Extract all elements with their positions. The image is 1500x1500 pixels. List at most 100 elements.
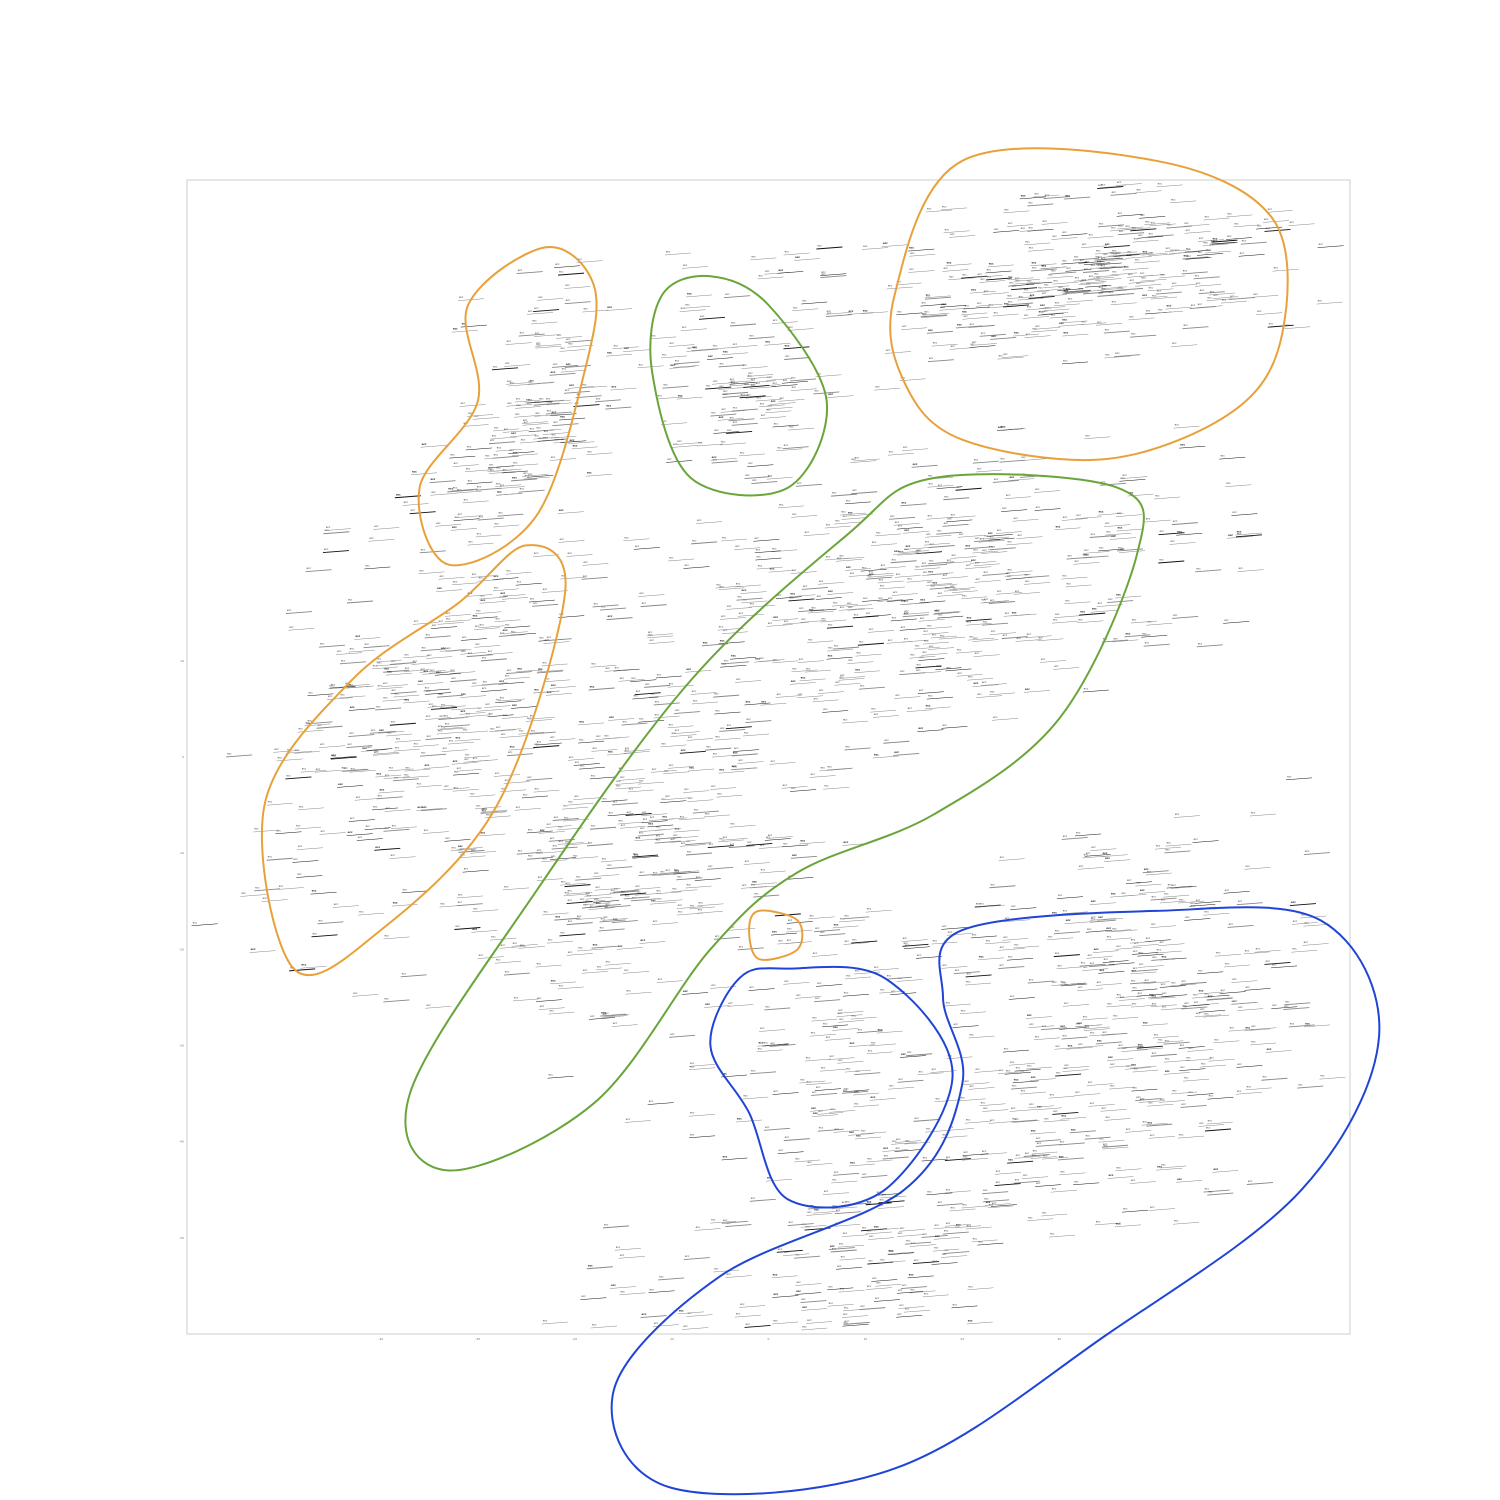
data-point: ecc	[713, 935, 740, 940]
data-point-mark	[544, 679, 571, 683]
data-point: ecc	[479, 599, 506, 604]
data-point: ecc	[1112, 637, 1139, 643]
data-point-label: ecc	[1146, 309, 1151, 312]
data-point-mark	[1147, 1103, 1174, 1107]
data-point-label: ecc	[488, 467, 493, 470]
data-point: ecc	[754, 658, 781, 663]
data-point-mark	[903, 946, 930, 949]
data-point-mark	[909, 655, 936, 659]
data-point-mark	[525, 719, 552, 722]
data-point-label: ecc	[908, 578, 913, 581]
data-point-label: ecc	[1152, 295, 1157, 298]
data-point-label: ecc	[894, 751, 899, 754]
data-point: ecc	[829, 1108, 856, 1113]
data-point: ecc	[927, 570, 954, 576]
data-point-mark	[577, 948, 604, 952]
data-point-label: ecc	[809, 914, 814, 917]
data-point-mark	[419, 670, 446, 673]
data-point-label: ecc	[844, 992, 849, 995]
data-point-mark	[550, 435, 577, 439]
data-point: ecc	[1080, 320, 1107, 326]
data-point: ecc	[999, 426, 1026, 431]
data-point: ecc	[924, 293, 951, 299]
data-point: ecc	[1029, 1130, 1056, 1135]
data-point: ecc	[783, 251, 810, 256]
data-point-mark	[764, 342, 791, 346]
data-point: ecc	[710, 412, 737, 417]
data-point: ecc	[930, 634, 957, 639]
data-point-mark	[771, 549, 798, 553]
data-point: ecc	[616, 945, 643, 950]
data-point-label: ecc	[481, 809, 486, 812]
data-point: ecc	[1157, 1038, 1184, 1044]
data-point: ecc	[964, 1119, 991, 1124]
data-point: ecc	[592, 602, 619, 608]
data-point-label: ecc	[929, 559, 934, 562]
data-point: ecc	[685, 851, 713, 856]
data-point-mark	[673, 871, 700, 875]
data-point-mark	[430, 493, 457, 496]
data-point-label: ecc	[1292, 948, 1297, 951]
data-point-label: ecc	[1058, 894, 1063, 897]
data-point: ecc	[655, 674, 682, 679]
data-point-mark	[731, 408, 758, 412]
data-point-mark	[409, 511, 436, 515]
data-point: ecc	[1111, 270, 1138, 276]
data-point-mark	[1088, 964, 1115, 968]
data-point-mark	[844, 1069, 872, 1073]
data-point: ecc	[1150, 1052, 1177, 1057]
data-point-label: ecc	[690, 1112, 695, 1115]
data-point: ecc	[934, 609, 961, 614]
data-point-label: ecc	[1032, 1154, 1037, 1157]
data-point-label: ecc	[945, 587, 950, 590]
data-point-label: ecc	[426, 715, 431, 718]
plot-frame	[186, 179, 1351, 1335]
data-point-mark	[870, 709, 897, 713]
data-point: ecc	[988, 536, 1015, 541]
data-point-label: ecc	[1180, 1044, 1185, 1047]
data-point-mark	[671, 889, 698, 893]
data-point: ecc	[619, 824, 646, 829]
data-point-label: ecc	[1199, 989, 1204, 992]
data-point: ecc	[460, 650, 487, 655]
data-point: ecc	[1223, 619, 1250, 624]
data-point-label: ecc	[706, 746, 711, 749]
data-point: ecc	[944, 1188, 971, 1194]
data-point-mark	[1141, 1122, 1168, 1126]
data-point: ecc	[1002, 1048, 1029, 1053]
data-point: ecc	[1089, 918, 1116, 923]
data-point-label: ecc	[1220, 455, 1225, 458]
data-point: ecc	[1086, 1081, 1113, 1086]
data-point-label: ecc	[565, 389, 570, 392]
data-point-mark	[492, 577, 519, 580]
data-point-mark	[535, 428, 562, 432]
data-point-mark	[1106, 1004, 1133, 1008]
data-point-mark	[1028, 295, 1055, 299]
data-point-mark	[393, 694, 420, 698]
data-point-mark	[893, 523, 920, 526]
data-point-label: ecc	[1025, 240, 1030, 243]
data-point: ecc	[718, 385, 745, 390]
data-point-label: ecc	[996, 1181, 1001, 1184]
data-point: ecc	[824, 1036, 851, 1041]
data-point-label: ecc	[537, 997, 542, 1000]
data-point-mark	[546, 402, 573, 406]
data-point-label: ecc	[497, 447, 502, 450]
data-point: ecc	[1303, 922, 1330, 927]
data-point-label: ecc	[765, 1126, 770, 1129]
data-point-mark	[285, 611, 312, 615]
data-point-mark	[1119, 479, 1146, 482]
data-point: ecc	[689, 904, 716, 910]
data-point-mark	[1122, 267, 1149, 271]
data-point-label: ecc	[1198, 251, 1203, 254]
data-point: ecc	[518, 488, 545, 493]
data-point: ecc	[936, 530, 963, 535]
data-point-mark	[410, 472, 437, 476]
data-point-label: ecc	[1092, 608, 1097, 611]
data-point-mark	[926, 626, 953, 630]
data-point-mark	[354, 798, 381, 801]
data-point-mark	[858, 686, 885, 690]
data-point-mark	[801, 586, 828, 590]
data-point-mark	[462, 424, 489, 427]
data-point-mark	[926, 583, 953, 586]
